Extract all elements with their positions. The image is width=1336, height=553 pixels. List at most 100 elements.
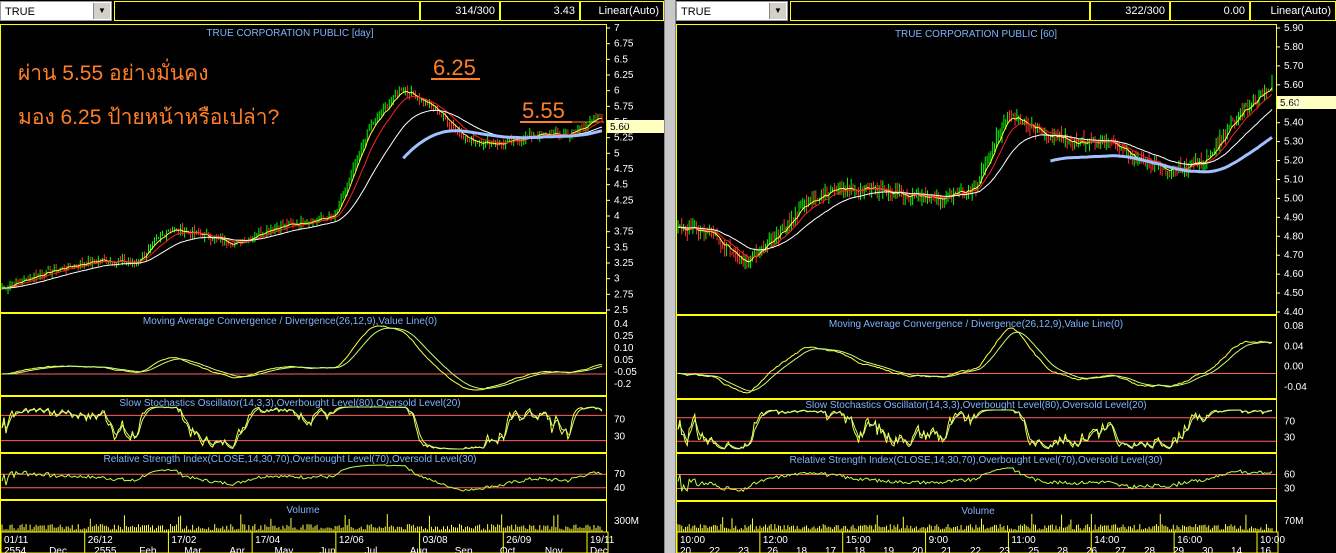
price-tick-label: 7 — [614, 24, 620, 34]
chevron-down-icon[interactable]: ▼ — [93, 3, 110, 19]
price-tick-label: 2.75 — [614, 289, 634, 300]
ma-mid-line — [677, 93, 1273, 259]
price-tick-label: 3.5 — [614, 242, 628, 253]
rsi-tick-label: 70 — [614, 469, 626, 480]
price-tick-label: 3.25 — [614, 258, 634, 269]
price-tick-label: 5.60 — [1284, 80, 1304, 91]
price-tick-label: 3.75 — [614, 227, 634, 238]
date-tick-label: 9:00 — [929, 535, 949, 546]
macd-tick-label: 0.08 — [1284, 321, 1304, 332]
macd-tick-label: -0.05 — [614, 367, 637, 378]
annotation-line-1: ผ่าน 5.55 อย่างมั่นคง — [18, 58, 208, 85]
stoch-tick-label: 30 — [614, 431, 626, 442]
ma-long-line — [678, 109, 1273, 251]
rsi-panel-frame — [0, 453, 607, 500]
date-tick-label: 01/11 — [4, 535, 29, 546]
price-tick-label: 4.60 — [1284, 269, 1304, 280]
price-tick-label: 6.5 — [614, 54, 628, 65]
price-tick-label: 2.5 — [614, 305, 628, 316]
volume-title: Volume — [961, 506, 995, 517]
chevron-down-icon[interactable]: ▼ — [769, 3, 786, 19]
stoch-k-line — [1, 406, 603, 450]
rsi-line — [677, 467, 1273, 493]
macd-tick-label: 0.25 — [614, 331, 634, 342]
date-tick-label: 14:00 — [1094, 535, 1119, 546]
annotation-line-2: มอง 6.25 ป้ายหน้าหรือเปล่า? — [18, 106, 279, 129]
rsi-tick-label: 40 — [614, 483, 626, 494]
date-subtick-label: Nov — [545, 546, 563, 553]
macd-panel-frame — [0, 313, 607, 396]
price-tick-label: 4.80 — [1284, 231, 1304, 242]
toolbar-daily: TRUE ▼ 314/300 3.43 Linear(Auto) — [0, 0, 664, 24]
date-subtick-label: 2555 — [94, 546, 117, 553]
date-subtick-label: 14 — [1231, 546, 1243, 553]
date-subtick-label: Mar — [184, 546, 202, 553]
macd-tick-label: -0.04 — [1284, 382, 1307, 393]
stoch-d-line — [1, 406, 603, 450]
date-subtick-label: Dec — [49, 546, 67, 553]
date-tick-label: 17/04 — [255, 535, 280, 546]
date-subtick-label: 2554 — [4, 546, 27, 553]
symbol-value: TRUE — [5, 6, 35, 18]
date-tick-label: 12:00 — [763, 535, 788, 546]
macd-tick-label: -0.2 — [614, 379, 632, 390]
annotation-625: 6.25 — [433, 55, 476, 80]
stoch-k-line — [677, 409, 1273, 450]
macd-tick-label: 0.10 — [614, 343, 634, 354]
date-subtick-label: Sep — [455, 546, 473, 553]
date-subtick-label: 20 — [912, 546, 924, 553]
price-tick-label: 5.70 — [1284, 61, 1304, 72]
date-tick-label: 11:00 — [1011, 535, 1036, 546]
date-subtick-label: 21 — [941, 546, 953, 553]
price-tick-label: 4 — [614, 211, 620, 222]
price-tick-label: 5 — [614, 148, 620, 159]
price-tick-label: 5.10 — [1284, 174, 1304, 185]
date-subtick-label: 18 — [796, 546, 808, 553]
price-tick-label: 5.75 — [614, 101, 634, 112]
stoch-d-line — [677, 409, 1273, 450]
price-tick-label: 3 — [614, 274, 620, 285]
chart-pane-hourly: TRUE ▼ 322/300 0.00 Linear(Auto) TRUE CO… — [676, 0, 1336, 553]
stoch-tick-label: 30 — [1284, 432, 1296, 443]
chart-canvas-daily[interactable]: TRUE CORPORATION PUBLIC [day] Moving Ave… — [0, 24, 664, 553]
price-tick-label: 4.40 — [1284, 307, 1304, 318]
date-subtick-label: 25 — [1028, 546, 1040, 553]
volume-tick-label: 70M — [1284, 516, 1303, 527]
macd-tick-label: 0.05 — [614, 355, 634, 366]
date-subtick-label: 19 — [883, 546, 895, 553]
scale-mode[interactable]: Linear(Auto) — [1250, 1, 1336, 21]
price-tick-label: 4.25 — [614, 195, 634, 206]
stoch-tick-label: 70 — [614, 415, 626, 426]
rsi-title: Relative Strength Index(CLOSE,14,30,70),… — [104, 454, 477, 465]
chart-canvas-hourly[interactable]: TRUE CORPORATION PUBLIC [60] Moving Aver… — [676, 24, 1336, 553]
date-subtick-label: Apr — [229, 546, 245, 553]
date-subtick-label: May — [274, 546, 293, 553]
macd-tick-label: 0.04 — [1284, 341, 1304, 352]
rsi-title: Relative Strength Index(CLOSE,14,30,70),… — [790, 455, 1163, 466]
volume-title: Volume — [286, 505, 320, 516]
cursor-value: 0.00 — [1170, 1, 1250, 21]
date-subtick-label: 30 — [1202, 546, 1214, 553]
scale-mode[interactable]: Linear(Auto) — [580, 1, 664, 21]
macd-line — [677, 327, 1273, 394]
pane-splitter[interactable] — [664, 0, 676, 553]
date-tick-label: 16:00 — [1177, 535, 1202, 546]
macd-tick-label: 0.00 — [1284, 362, 1304, 373]
date-subtick-label: 17 — [825, 546, 837, 553]
date-subtick-label: 26 — [1086, 546, 1098, 553]
price-tag: 5.60 — [1280, 98, 1300, 109]
macd-tick-label: 0.4 — [614, 319, 628, 330]
rsi-tick-label: 30 — [1284, 484, 1296, 495]
symbol-select-hourly[interactable]: TRUE ▼ — [676, 1, 788, 21]
symbol-select-daily[interactable]: TRUE ▼ — [0, 1, 112, 21]
date-subtick-label: Jun — [320, 546, 336, 553]
date-subtick-label: Aug — [410, 546, 428, 553]
price-tick-label: 4.5 — [614, 180, 628, 191]
price-tick-label: 6 — [614, 86, 620, 97]
price-tick-label: 5.5 — [614, 117, 628, 128]
date-subtick-label: 23 — [738, 546, 750, 553]
price-tick-label: 4.70 — [1284, 250, 1304, 261]
price-tick-label: 5.25 — [614, 133, 634, 144]
date-subtick-label: 29 — [1173, 546, 1185, 553]
rsi-tick-label: 60 — [1284, 470, 1296, 481]
